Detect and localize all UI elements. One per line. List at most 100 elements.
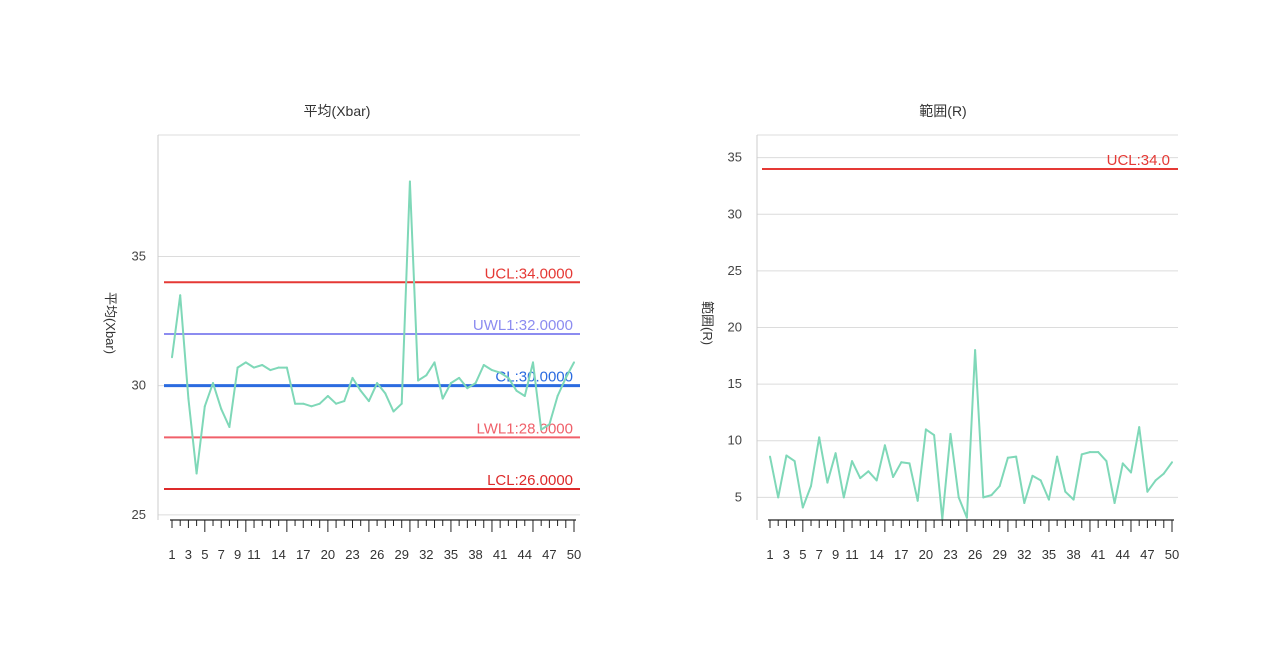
range-x-tick-label: 14	[869, 547, 883, 562]
range-data-point	[1015, 455, 1018, 458]
range-data-point	[834, 452, 837, 455]
xbar-data-point	[441, 397, 444, 400]
range-data-point	[998, 485, 1001, 488]
range-x-tick-label: 1	[766, 547, 773, 562]
range-data-point	[965, 516, 968, 519]
xbar-data-point	[326, 394, 329, 397]
range-data-point	[793, 460, 796, 463]
xbar-data-point	[187, 397, 190, 400]
range-data-point	[974, 349, 977, 352]
range-data-point	[1047, 498, 1050, 501]
range-x-tick-label: 7	[816, 547, 823, 562]
range-data-point	[818, 436, 821, 439]
xbar-x-tick-label: 38	[468, 547, 482, 562]
range-data-point	[777, 496, 780, 499]
range-x-tick-label: 23	[943, 547, 957, 562]
xbar-data-point	[408, 180, 411, 183]
range-y-tick-label: 5	[735, 489, 742, 504]
xbar-data-point	[400, 402, 403, 405]
xbar-data-point	[179, 294, 182, 297]
xbar-data-point	[236, 366, 239, 369]
xbar-data-point	[425, 374, 428, 377]
xbar-data-point	[261, 363, 264, 366]
xbar-data-point	[277, 366, 280, 369]
range-data-point	[810, 485, 813, 488]
range-data-point	[908, 462, 911, 465]
xbar-y-tick-label: 25	[132, 507, 146, 522]
range-data-point	[1039, 479, 1042, 482]
xbar-x-tick-label: 29	[394, 547, 408, 562]
xbar-data-point	[573, 361, 575, 364]
xbar-data-point	[285, 366, 288, 369]
range-data-point	[924, 428, 927, 431]
xbar-data-point	[507, 376, 510, 379]
xbar-data-point	[195, 472, 198, 475]
xbar-data-point	[220, 407, 223, 410]
xbar-data-point	[482, 363, 485, 366]
xbar-x-tick-label: 35	[444, 547, 458, 562]
range-data-point	[1072, 498, 1075, 501]
xbar-data-point	[384, 392, 387, 395]
xbar-data-point	[540, 428, 543, 431]
range-data-point	[892, 475, 895, 478]
range-x-tick-label: 41	[1091, 547, 1105, 562]
xbar-control-line-label: LCL:26.0000	[487, 472, 573, 489]
range-data-point	[1064, 490, 1067, 493]
xbar-data-point	[449, 382, 452, 385]
xbar-control-line-label: UWL1:32.0000	[473, 317, 573, 334]
xbar-x-tick-label: 44	[518, 547, 532, 562]
range-data-point	[1105, 460, 1108, 463]
xbar-data-point	[523, 394, 526, 397]
range-data-point	[867, 470, 870, 473]
xbar-data-point	[294, 402, 297, 405]
range-data-point	[1138, 426, 1141, 429]
range-data-point	[957, 496, 960, 499]
xbar-x-tick-label: 47	[542, 547, 556, 562]
xbar-data-point	[499, 371, 502, 374]
xbar-x-tick-label: 14	[271, 547, 285, 562]
xbar-x-tick-label: 23	[345, 547, 359, 562]
xbar-x-tick-label: 50	[567, 547, 581, 562]
range-data-point	[769, 455, 771, 458]
range-y-tick-label: 35	[728, 150, 742, 165]
xbar-x-tick-label: 9	[234, 547, 241, 562]
xbar-data-point	[253, 366, 256, 369]
xbar-data-point	[318, 402, 321, 405]
range-data-point	[801, 506, 804, 509]
xbar-x-tick-label: 32	[419, 547, 433, 562]
xbar-data-point	[244, 361, 247, 364]
range-data-point	[842, 496, 845, 499]
xbar-data-point	[302, 402, 305, 405]
range-data-point	[982, 496, 985, 499]
range-x-tick-label: 35	[1042, 547, 1056, 562]
xbar-data-point	[556, 394, 559, 397]
xbar-data-point	[433, 361, 436, 364]
range-data-point	[1113, 502, 1116, 505]
xbar-data-point	[335, 402, 338, 405]
xbar-y-axis-label: 平均(Xbar)	[103, 292, 118, 354]
range-data-point	[1031, 474, 1034, 477]
xbar-chart-title: 平均(Xbar)	[304, 103, 371, 119]
xbar-x-tick-label: 5	[201, 547, 208, 562]
range-x-tick-label: 17	[894, 547, 908, 562]
range-y-tick-label: 30	[728, 206, 742, 221]
xbar-data-point	[490, 369, 493, 372]
range-y-tick-label: 15	[728, 376, 742, 391]
range-data-point	[883, 444, 886, 447]
xbar-data-point	[474, 382, 477, 385]
range-x-tick-label: 5	[799, 547, 806, 562]
xbar-data-point	[548, 423, 551, 426]
range-data-point	[1129, 471, 1132, 474]
range-data-point	[941, 517, 944, 520]
xbar-data-point	[458, 376, 461, 379]
xbar-control-line-label: UCL:34.0000	[485, 265, 573, 282]
range-x-tick-label: 20	[919, 547, 933, 562]
range-x-tick-label: 26	[968, 547, 982, 562]
xbar-data-point	[228, 425, 231, 428]
xbar-x-tick-label: 1	[168, 547, 175, 562]
range-data-point	[1056, 455, 1059, 458]
xbar-x-tick-label: 26	[370, 547, 384, 562]
